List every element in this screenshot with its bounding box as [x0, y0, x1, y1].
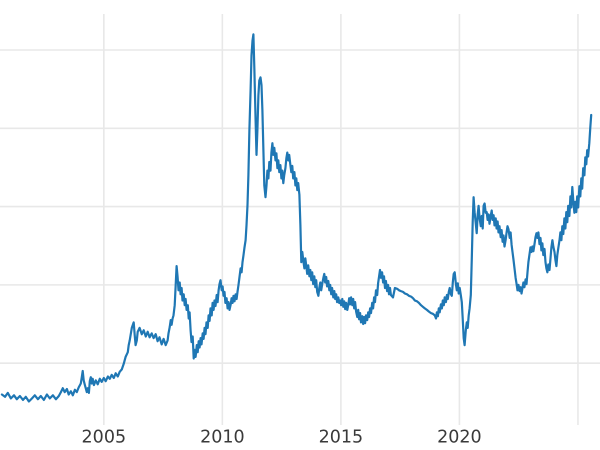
x-tick-label: 2010 — [200, 428, 245, 448]
x-tick-label: 2020 — [437, 428, 482, 448]
x-tick-label: 2015 — [319, 428, 364, 448]
x-tick-label: 2005 — [82, 428, 127, 448]
series-line-price — [0, 33, 593, 403]
